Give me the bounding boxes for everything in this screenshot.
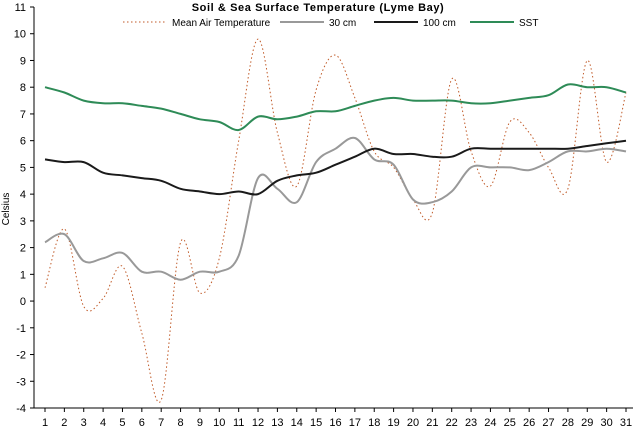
x-tick-label: 16 (329, 417, 341, 429)
y-tick-label: 9 (20, 55, 26, 67)
x-tick-label: 2 (61, 417, 67, 429)
x-tick-label: 4 (100, 417, 106, 429)
x-tick-label: 10 (213, 417, 225, 429)
x-tick-label: 23 (465, 417, 477, 429)
x-tick-label: 17 (349, 417, 361, 429)
y-tick-label: 11 (15, 2, 26, 14)
x-tick-label: 12 (252, 417, 264, 429)
y-ticks: -4 -3 -2 -1 0 1 2 3 4 5 6 7 8 9 10 11 (14, 2, 34, 415)
x-ticks: 1 2 3 4 5 6 7 8 9 10 11 12 13 14 15 16 17 18 19 20 21 22 23 24 2… (42, 408, 632, 429)
legend-label: Mean Air Temperature (172, 18, 271, 29)
x-tick-label: 20 (407, 417, 419, 429)
y-tick-label: 10 (14, 29, 26, 41)
x-tick-label: 24 (484, 417, 496, 429)
x-tick-label: 28 (562, 417, 574, 429)
x-tick-label: 13 (271, 417, 283, 429)
series-lines (44, 38, 627, 403)
y-tick-label: 7 (20, 109, 26, 121)
y-tick-label: -3 (16, 376, 26, 388)
x-tick-label: 25 (504, 417, 516, 429)
chart-title: Soil & Sea Surface Temperature (Lyme Bay… (192, 2, 445, 14)
x-tick-label: 5 (119, 417, 125, 429)
legend-label: SST (519, 18, 538, 29)
y-tick-label: 5 (20, 162, 26, 174)
y-tick-label: 3 (20, 216, 26, 228)
legend-label: 100 cm (423, 18, 456, 29)
y-tick-label: 1 (20, 269, 26, 281)
x-tick-label: 21 (426, 417, 438, 429)
x-tick-label: 22 (446, 417, 458, 429)
y-axis-label: Celsius (1, 193, 12, 226)
x-tick-label: 31 (620, 417, 632, 429)
x-tick-label: 19 (387, 417, 399, 429)
x-tick-label: 11 (233, 417, 244, 429)
legend-label: 30 cm (329, 18, 356, 29)
y-tick-label: 6 (20, 136, 26, 148)
series-line-30-cm (44, 136, 627, 281)
y-tick-label: -1 (16, 323, 26, 335)
y-tick-label: -2 (16, 350, 26, 362)
x-tick-label: 1 (42, 417, 48, 429)
y-tick-label: 0 (20, 296, 26, 308)
legend: Mean Air Temperature 30 cm 100 cm SST (123, 18, 538, 29)
x-tick-label: 9 (197, 417, 203, 429)
series-line-100-cm (44, 139, 627, 196)
x-tick-label: 14 (291, 417, 303, 429)
x-tick-label: 27 (542, 417, 554, 429)
series-line-mean-air-temperature (44, 38, 627, 403)
x-tick-label: 6 (139, 417, 145, 429)
x-tick-label: 26 (523, 417, 535, 429)
series-line-sst (44, 83, 627, 132)
x-tick-label: 8 (178, 417, 184, 429)
x-tick-label: 29 (581, 417, 593, 429)
y-tick-label: 4 (20, 189, 26, 201)
x-tick-label: 18 (368, 417, 380, 429)
x-tick-label: 30 (601, 417, 613, 429)
y-tick-label: -4 (16, 403, 26, 415)
x-tick-label: 3 (81, 417, 87, 429)
y-tick-label: 8 (20, 82, 26, 94)
y-tick-label: 2 (20, 243, 26, 255)
x-tick-label: 15 (310, 417, 322, 429)
x-tick-label: 7 (158, 417, 164, 429)
